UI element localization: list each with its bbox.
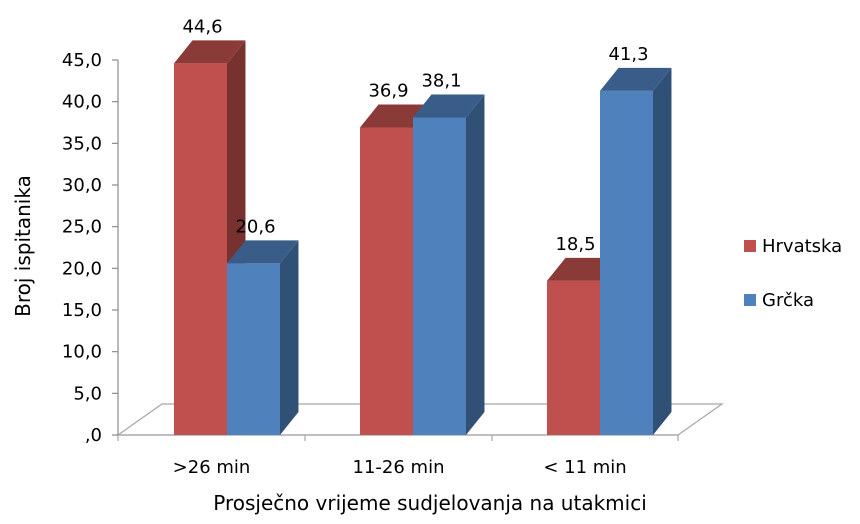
bar-top (413, 94, 485, 118)
legend-swatch-hrvatska (744, 240, 756, 252)
data-label-hrvatska-2: 36,9 (368, 81, 408, 102)
y-tick-label: 20,0 (62, 258, 102, 279)
legend-label-hrvatska: Hrvatska (762, 236, 842, 257)
bar-front (547, 280, 600, 435)
bar-grčka-2 (413, 94, 485, 435)
x-axis-title: Prosječno vrijeme sudjelovanja na utakmi… (213, 491, 647, 515)
data-label-grčka-3: 41,3 (608, 44, 648, 65)
y-axis-ticks: ,0 5,0 10,0 15,0 20,0 25,0 30,0 35,0 40,0 45,0 (62, 50, 118, 446)
data-label-hrvatska-3: 18,5 (555, 234, 595, 255)
x-tick-label: >26 min (173, 457, 251, 478)
bar-side (280, 240, 299, 435)
bar-front (413, 117, 466, 435)
bar-grčka-1 (227, 240, 299, 435)
bars (174, 40, 672, 435)
bar-front (600, 90, 653, 435)
y-axis-title: Broj ispitanika (11, 175, 35, 317)
y-tick-label: 5,0 (73, 383, 102, 404)
bar-side (466, 94, 485, 435)
x-tick-label: < 11 min (543, 457, 626, 478)
bar-side (653, 67, 672, 435)
y-tick-label: ,0 (85, 425, 102, 446)
y-tick-label: 45,0 (62, 50, 102, 71)
data-label-grčka-1: 20,6 (235, 216, 275, 237)
bar-front (174, 63, 227, 435)
x-axis-ticks: >26 min 11-26 min < 11 min (117, 435, 679, 478)
bar-top (174, 40, 246, 64)
bar-top (227, 240, 299, 264)
data-labels: 44,6 36,9 18,5 20,6 38,1 41,3 (182, 16, 648, 255)
bar-top (600, 67, 672, 91)
legend-swatch-grcka (744, 294, 756, 306)
y-tick-label: 30,0 (62, 175, 102, 196)
y-tick-label: 15,0 (62, 300, 102, 321)
legend-label-grcka: Grčka (762, 290, 814, 311)
data-label-hrvatska-1: 44,6 (182, 16, 222, 37)
y-tick-label: 35,0 (62, 133, 102, 154)
y-tick-label: 10,0 (62, 342, 102, 363)
y-tick-label: 40,0 (62, 92, 102, 113)
y-tick-label: 25,0 (62, 217, 102, 238)
data-label-grčka-2: 38,1 (421, 71, 461, 92)
x-tick-label: 11-26 min (353, 457, 445, 478)
bar-grčka-3 (600, 67, 672, 435)
bar-front (360, 127, 413, 435)
legend: Hrvatska Grčka (744, 236, 842, 311)
bar-front (227, 263, 280, 435)
